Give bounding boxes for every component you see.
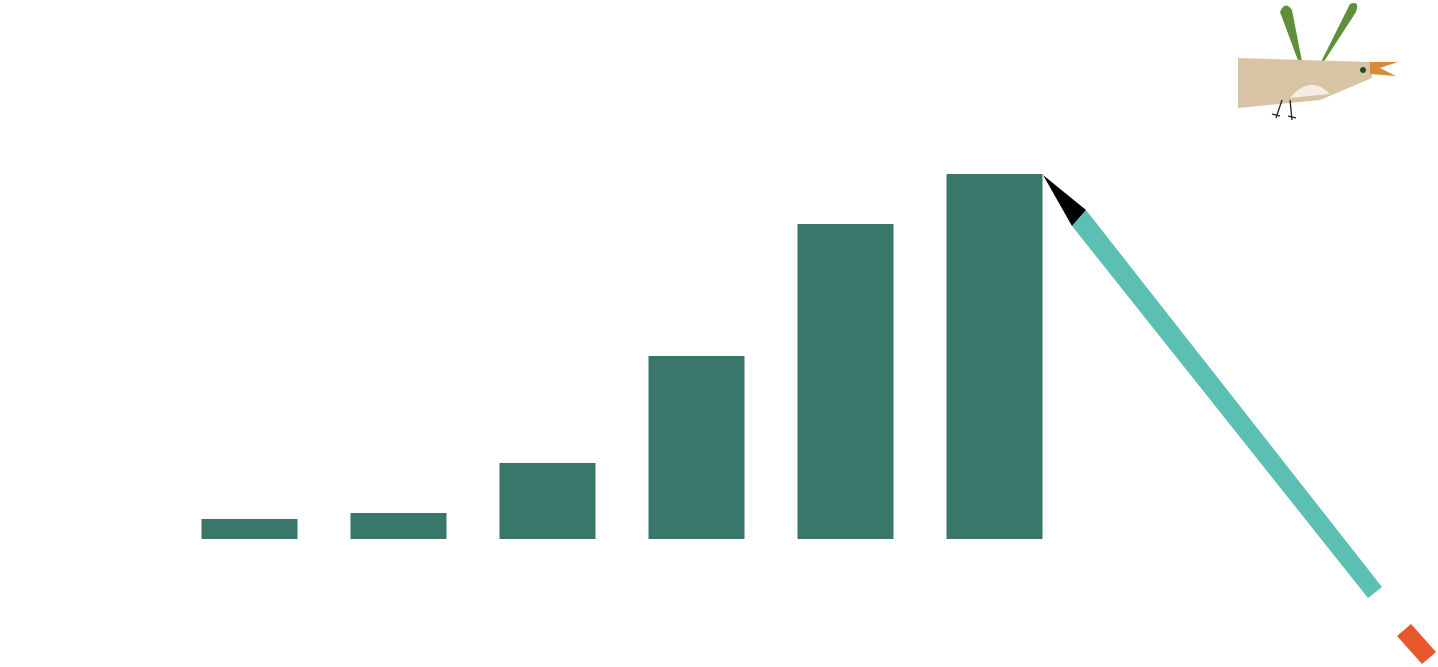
bird (1238, 3, 1398, 121)
bar (201, 519, 298, 539)
bird-eye (1360, 67, 1366, 73)
pencil-eraser (1397, 624, 1436, 664)
pencil-body (1072, 210, 1382, 598)
bird-legs (1271, 99, 1297, 121)
pencil-tip (1043, 175, 1086, 226)
bar (946, 174, 1043, 539)
bar (648, 356, 745, 539)
bird-belly (1290, 84, 1330, 98)
bar (797, 224, 894, 539)
bird-beak (1370, 62, 1398, 76)
bar (499, 463, 596, 539)
pencil (1043, 175, 1436, 664)
bar (350, 513, 447, 539)
bird-body (1238, 58, 1372, 108)
